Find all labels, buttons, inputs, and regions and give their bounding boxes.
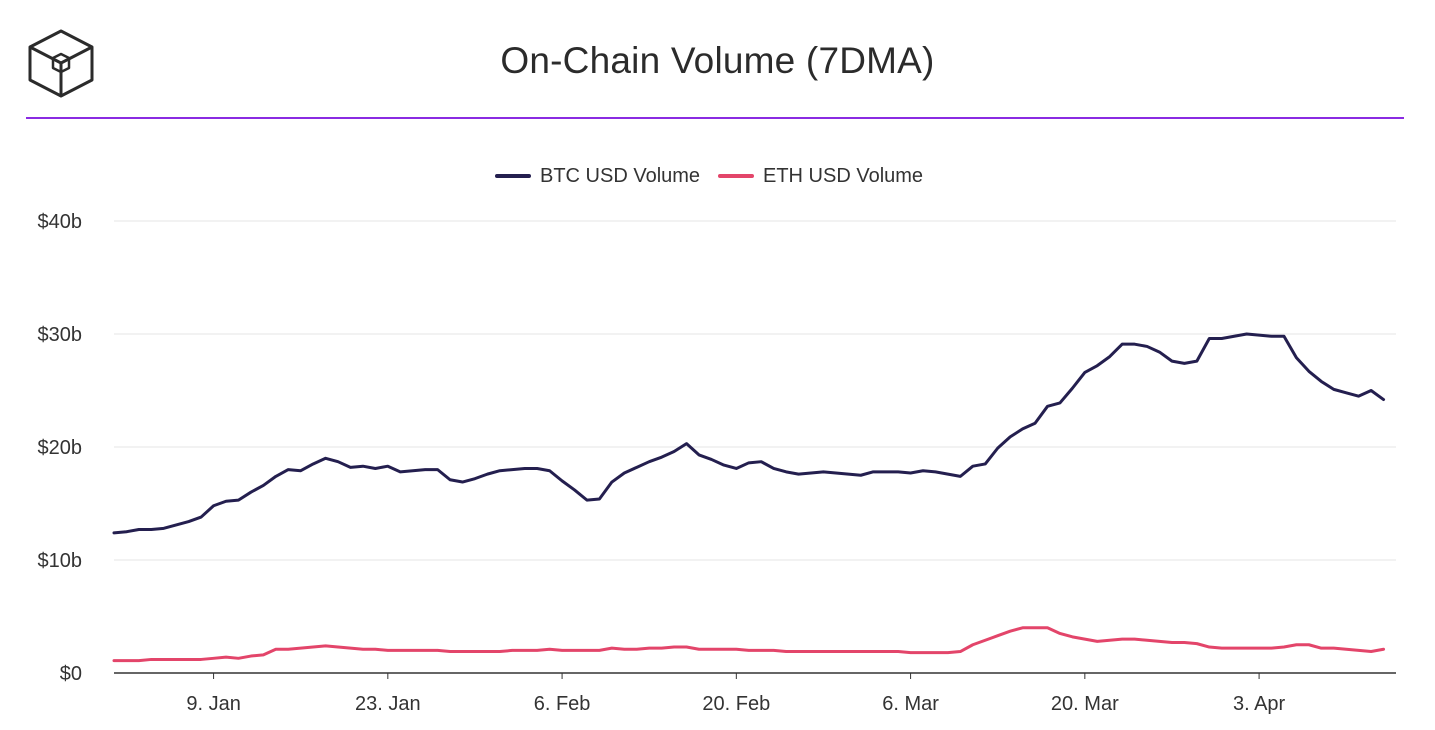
legend[interactable]: BTC USD Volume ETH USD Volume [495,165,923,187]
y-tick-label: $30b [38,324,83,346]
x-tick-label: 9. Jan [186,693,240,715]
x-tick-label: 20. Mar [1051,693,1119,715]
grid-lines [114,220,1396,561]
y-tick-label: $0 [60,663,82,685]
y-tick-labels: $0 $10b $20b $30b $40b [38,211,83,685]
title-divider [26,117,1404,119]
x-axis [114,672,1396,679]
legend-item-btc[interactable]: BTC USD Volume [495,165,700,187]
x-tick-label: 6. Feb [534,693,591,715]
y-tick-label: $20b [38,437,83,459]
series-line-eth [112,626,1386,663]
legend-label: BTC USD Volume [540,165,700,187]
y-tick-label: $40b [38,211,83,233]
y-tick-label: $10b [38,550,83,572]
x-tick-label: 3. Apr [1233,693,1286,715]
x-tick-label: 20. Feb [702,693,770,715]
x-tick-label: 6. Mar [882,693,939,715]
legend-label: ETH USD Volume [763,165,923,187]
chart-title: On-Chain Volume (7DMA) [500,40,935,81]
x-tick-label: 23. Jan [355,693,421,715]
series-lines [112,332,1386,663]
cube-logo-icon [28,29,94,98]
legend-item-eth[interactable]: ETH USD Volume [718,165,923,187]
series-line-btc [112,332,1386,535]
x-tick-labels: 9. Jan 23. Jan 6. Feb 20. Feb 6. Mar 20. Mar 3… [186,693,1285,715]
